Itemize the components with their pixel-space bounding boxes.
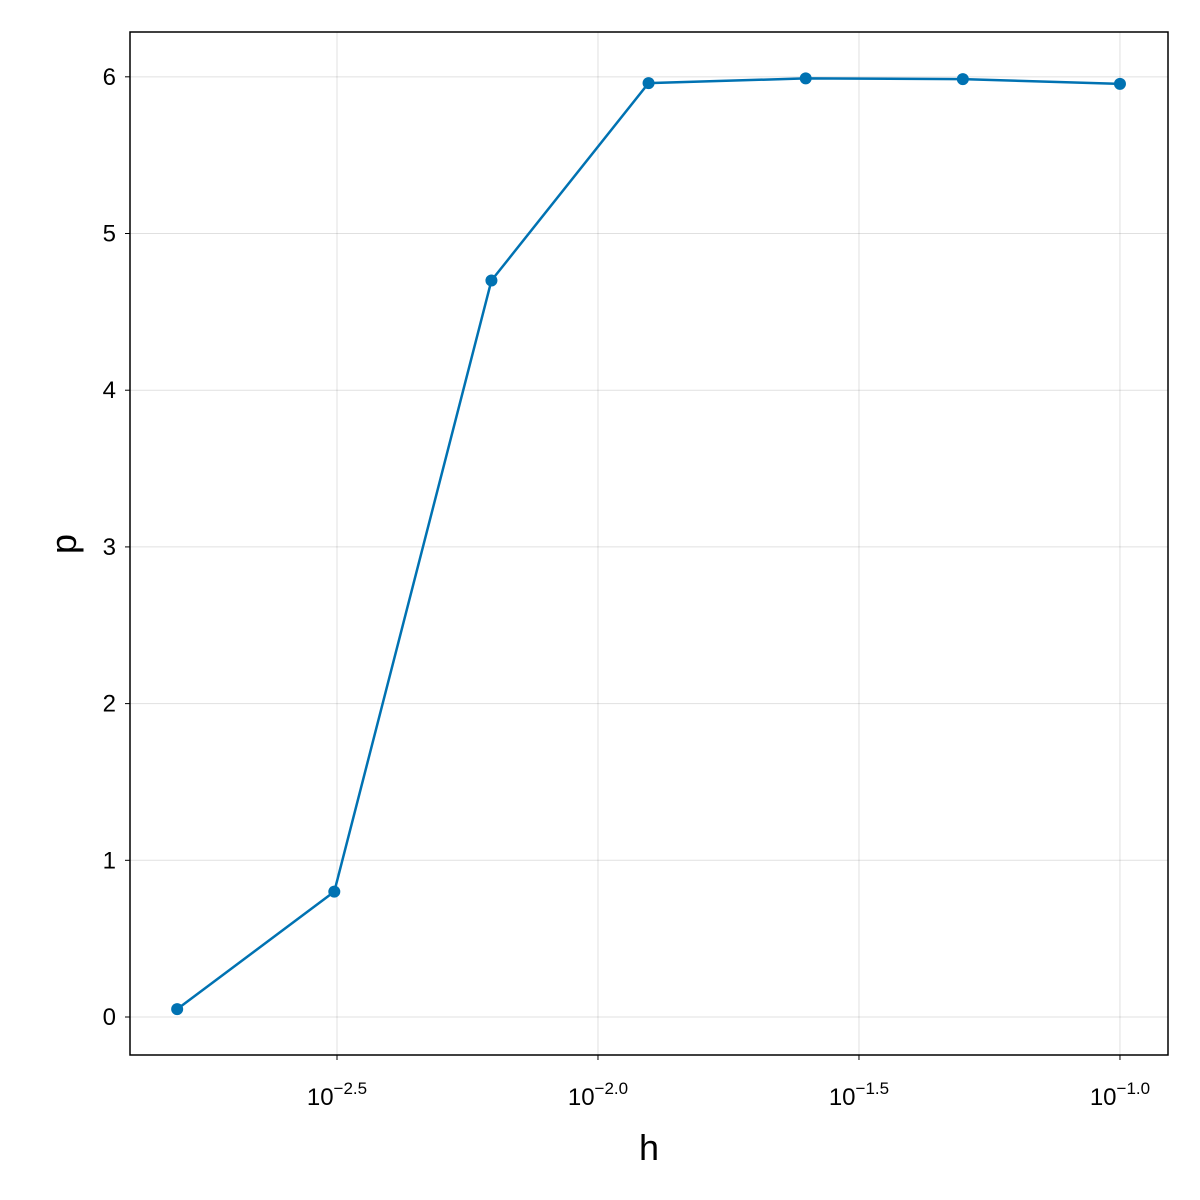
x-tick-base: 10 [829,1084,856,1111]
x-tick-base: 10 [307,1084,334,1111]
point [171,1003,184,1016]
y-tick-label: 0 [103,1004,116,1031]
y-tick-label: 4 [103,377,116,404]
y-tick-label: 3 [103,534,116,561]
point [956,73,969,86]
point [642,77,655,90]
x-axis-label: h [639,1127,659,1168]
x-tick-label: 10−2.0 [568,1079,628,1111]
y-tick-label: 1 [103,847,116,874]
y-axis-label: p [43,534,84,554]
plot-frame [129,31,1169,1056]
x-tick-label: 10−2.5 [307,1079,367,1111]
x-tick-exponent: −1.0 [1117,1079,1151,1098]
point [328,885,341,898]
point [1113,77,1126,90]
x-tick-exponent: −2.5 [334,1079,368,1098]
x-tick-exponent: −1.5 [856,1079,890,1098]
x-tick-label: 10−1.5 [829,1079,889,1111]
y-tick-label: 5 [103,221,116,248]
point [485,274,498,287]
y-tick-label: 6 [103,64,116,91]
x-tick-label: 10−1.0 [1090,1079,1150,1111]
point [799,72,812,85]
x-tick-exponent: −2.0 [595,1079,629,1098]
y-tick-label: 2 [103,691,116,718]
x-tick-base: 10 [1090,1084,1117,1111]
x-tick-base: 10 [568,1084,595,1111]
